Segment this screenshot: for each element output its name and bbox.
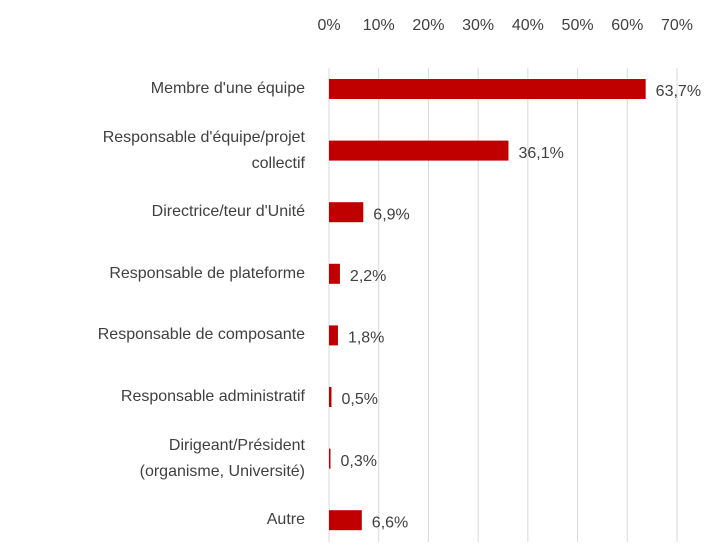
x-tick-label: 30% bbox=[462, 17, 494, 34]
value-label: 2,2% bbox=[350, 268, 386, 285]
value-label: 63,7% bbox=[656, 83, 701, 100]
value-label: 6,9% bbox=[373, 206, 409, 223]
category-label: Responsable de composante bbox=[97, 326, 305, 344]
x-tick-label: 40% bbox=[512, 17, 544, 34]
category-label: Autre bbox=[266, 511, 305, 529]
category-label: Responsable d'équipe/projet collectif bbox=[102, 128, 305, 172]
x-tick-label: 70% bbox=[661, 17, 693, 34]
value-label: 36,1% bbox=[518, 145, 563, 162]
value-label: 0,3% bbox=[340, 453, 376, 470]
bar bbox=[329, 140, 509, 161]
bar bbox=[329, 79, 646, 99]
x-tick-label: 10% bbox=[363, 17, 395, 34]
bar bbox=[329, 448, 331, 469]
x-tick-label: 60% bbox=[611, 17, 643, 34]
x-tick-label: 50% bbox=[562, 17, 594, 34]
x-tick-label: 20% bbox=[412, 17, 444, 34]
category-label: Directrice/teur d'Unité bbox=[151, 203, 305, 221]
category-label: Responsable administratif bbox=[120, 388, 305, 405]
bar bbox=[329, 263, 340, 284]
category-label: Dirigeant/Président (organisme, Universi… bbox=[139, 436, 305, 480]
value-label: 0,5% bbox=[341, 391, 377, 408]
value-label: 6,6% bbox=[372, 514, 408, 531]
category-label: Responsable de plateforme bbox=[109, 264, 305, 282]
value-label: 1,8% bbox=[348, 330, 384, 347]
bar bbox=[329, 387, 332, 407]
x-tick-label: 0% bbox=[317, 17, 340, 34]
bar bbox=[329, 202, 364, 223]
category-label: Membre d'une équipe bbox=[150, 80, 305, 97]
bar bbox=[329, 510, 362, 531]
bar bbox=[329, 325, 338, 346]
